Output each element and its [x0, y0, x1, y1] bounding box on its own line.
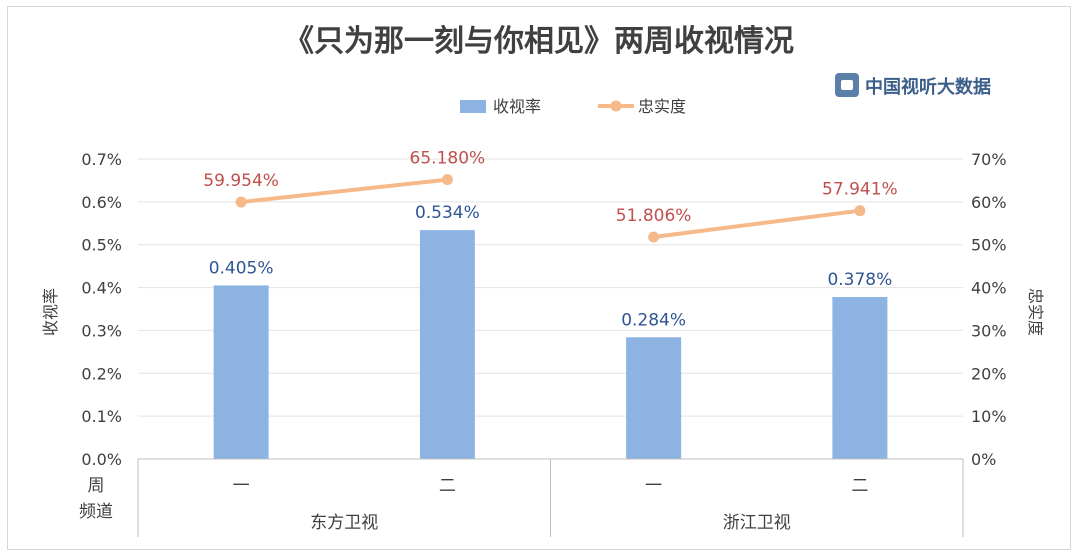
- loyalty-line: [240, 177, 448, 205]
- bar: [626, 337, 682, 459]
- x-tick-week: 一: [645, 476, 662, 496]
- y-tick-left: 0.4%: [81, 279, 122, 298]
- y-tick-left: 0.6%: [81, 193, 122, 212]
- y-tick-left: 0.2%: [81, 364, 122, 383]
- line-data-label: 51.806%: [616, 206, 692, 226]
- bar: [213, 285, 269, 459]
- y-tick-left: 0.0%: [81, 450, 122, 469]
- y-axis-label-right: 忠实度: [1026, 288, 1045, 336]
- bar-data-label: 0.405%: [209, 258, 274, 278]
- bar: [832, 297, 888, 459]
- chart-title: 《只为那一刻与你相见》两周收视情况: [284, 24, 794, 59]
- bar-data-label: 0.284%: [621, 310, 686, 330]
- y-tick-right: 50%: [971, 236, 1007, 255]
- x-row-label-week: 周: [88, 476, 105, 496]
- y-tick-right: 30%: [971, 321, 1007, 340]
- y-tick-right: 10%: [971, 407, 1007, 426]
- y-tick-right: 20%: [971, 364, 1007, 383]
- line-point: [854, 205, 866, 217]
- y-tick-right: 60%: [971, 193, 1007, 212]
- bar: [419, 230, 475, 459]
- x-row-label-channel: 频道: [79, 502, 113, 522]
- loyalty-line: [653, 208, 861, 239]
- legend-line-marker: [610, 100, 622, 112]
- chart-frame: 《只为那一刻与你相见》两周收视情况 中国视听大数据 收视率 忠实度 0.0% 0.1% 0.…: [7, 6, 1071, 550]
- legend-line-label: 忠实度: [638, 97, 686, 116]
- line-point: [441, 174, 453, 186]
- legend-bar-label: 收视率: [493, 97, 541, 116]
- y-tick-right: 0%: [971, 450, 996, 469]
- y-axis-label-left: 收视率: [41, 288, 60, 336]
- line-data-label: 57.941%: [822, 180, 898, 200]
- line-data-label: 59.954%: [203, 171, 279, 191]
- bar-data-label: 0.534%: [415, 203, 480, 223]
- bar-data-label: 0.378%: [827, 270, 892, 290]
- x-tick-week: 一: [233, 476, 250, 496]
- y-tick-left: 0.7%: [81, 150, 122, 169]
- line-point: [235, 196, 247, 208]
- x-group-label: 浙江卫视: [723, 513, 791, 533]
- y-tick-left: 0.3%: [81, 321, 122, 340]
- x-tick-week: 二: [439, 476, 456, 496]
- line-point: [648, 231, 660, 243]
- x-group-label: 东方卫视: [310, 513, 378, 533]
- line-data-label: 65.180%: [410, 149, 486, 169]
- y-tick-left: 0.1%: [81, 407, 122, 426]
- y-tick-right: 40%: [971, 279, 1007, 298]
- x-tick-week: 二: [851, 476, 868, 496]
- logo-icon-inner: [841, 80, 853, 90]
- y-tick-left: 0.5%: [81, 236, 122, 255]
- y-tick-right: 70%: [971, 150, 1007, 169]
- watermark-text: 中国视听大数据: [865, 76, 991, 98]
- legend-bar-swatch: [460, 100, 486, 113]
